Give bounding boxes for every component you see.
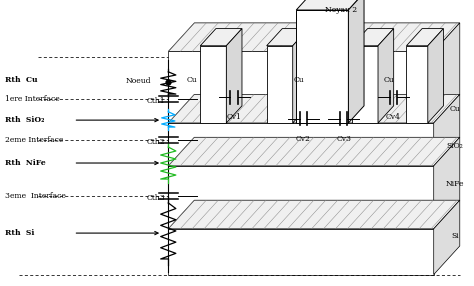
Text: 2eme Interface: 2eme Interface bbox=[5, 136, 63, 144]
Text: 1ere Interface: 1ere Interface bbox=[5, 95, 60, 103]
Polygon shape bbox=[407, 46, 428, 123]
Polygon shape bbox=[168, 51, 434, 123]
Polygon shape bbox=[266, 46, 292, 123]
Text: NiFe: NiFe bbox=[446, 180, 465, 188]
Text: Noeud: Noeud bbox=[126, 77, 151, 85]
Polygon shape bbox=[352, 29, 393, 46]
Polygon shape bbox=[434, 200, 460, 275]
Polygon shape bbox=[292, 29, 308, 123]
Polygon shape bbox=[266, 29, 308, 46]
Text: Rth  SiO₂: Rth SiO₂ bbox=[5, 116, 44, 124]
Text: Noyau 2: Noyau 2 bbox=[325, 6, 357, 14]
Text: Cth3: Cth3 bbox=[147, 194, 166, 202]
Text: Cu: Cu bbox=[450, 105, 460, 113]
Polygon shape bbox=[168, 229, 434, 275]
Polygon shape bbox=[348, 0, 364, 123]
Text: Cth2: Cth2 bbox=[147, 138, 165, 146]
Text: Cv4: Cv4 bbox=[386, 113, 401, 121]
Text: Cu: Cu bbox=[383, 76, 394, 84]
Text: Rth  NiFe: Rth NiFe bbox=[5, 159, 46, 167]
Polygon shape bbox=[200, 46, 227, 123]
Polygon shape bbox=[296, 10, 348, 123]
Text: Cv1: Cv1 bbox=[227, 113, 242, 121]
Text: SiO₂: SiO₂ bbox=[447, 142, 464, 150]
Polygon shape bbox=[168, 94, 460, 123]
Polygon shape bbox=[200, 29, 242, 46]
Polygon shape bbox=[428, 29, 444, 123]
Text: Cu: Cu bbox=[187, 76, 197, 84]
Polygon shape bbox=[434, 137, 460, 229]
Polygon shape bbox=[434, 94, 460, 166]
Polygon shape bbox=[168, 123, 434, 166]
Text: Cth1: Cth1 bbox=[147, 97, 165, 105]
Text: Cu: Cu bbox=[293, 76, 304, 84]
Polygon shape bbox=[168, 23, 460, 51]
Polygon shape bbox=[407, 29, 444, 46]
Polygon shape bbox=[378, 29, 393, 123]
Text: Cv3: Cv3 bbox=[336, 135, 351, 143]
Polygon shape bbox=[227, 29, 242, 123]
Polygon shape bbox=[296, 0, 364, 10]
Text: Rth  Cu: Rth Cu bbox=[5, 76, 37, 84]
Polygon shape bbox=[168, 137, 460, 166]
Polygon shape bbox=[168, 200, 460, 229]
Text: Rth  Si: Rth Si bbox=[5, 229, 34, 237]
Text: Si: Si bbox=[451, 232, 459, 240]
Polygon shape bbox=[168, 166, 434, 229]
Polygon shape bbox=[352, 46, 378, 123]
Text: 3eme  Interface: 3eme Interface bbox=[5, 192, 65, 200]
Text: Cv2: Cv2 bbox=[296, 135, 311, 143]
Polygon shape bbox=[434, 23, 460, 123]
